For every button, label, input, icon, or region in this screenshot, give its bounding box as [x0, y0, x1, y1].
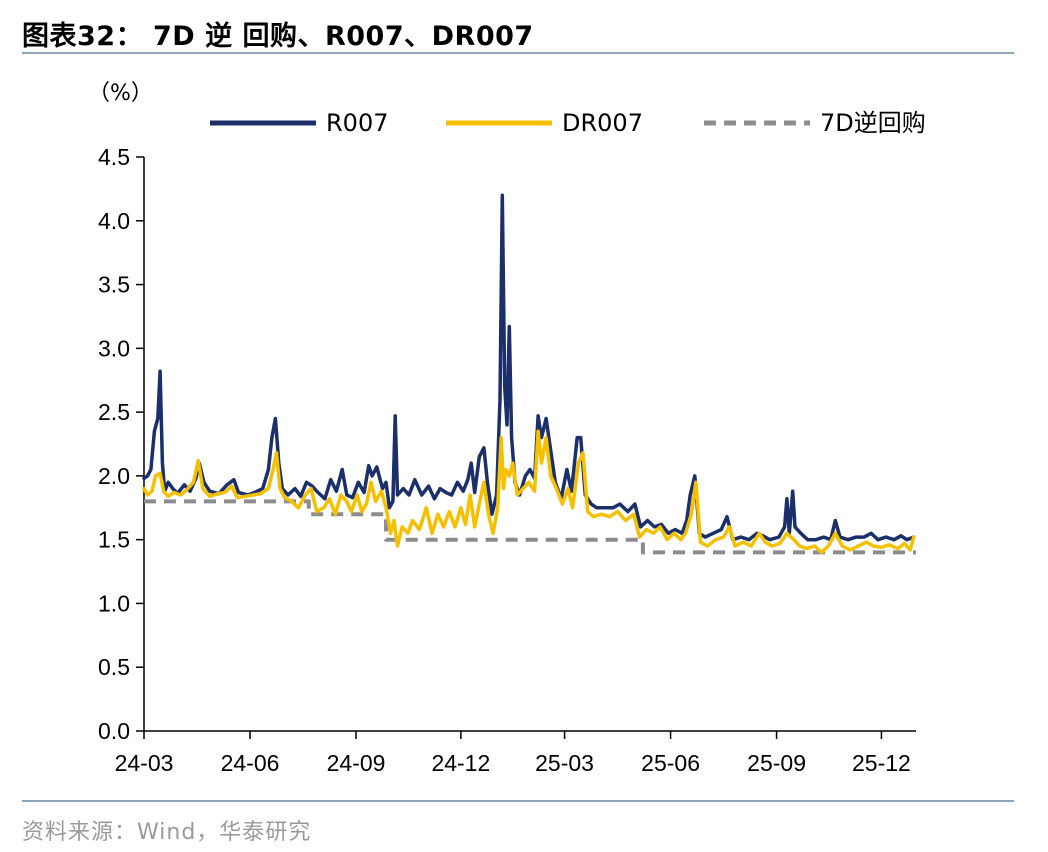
- source-note: 资料来源：Wind，华泰研究: [22, 820, 312, 845]
- title-rule: [22, 52, 1014, 54]
- y-tick-label: 4.0: [98, 208, 130, 234]
- x-tick-label: 25-03: [535, 750, 594, 776]
- x-tick-label: 25-06: [641, 750, 700, 776]
- legend-label: DR007: [562, 109, 643, 137]
- y-tick-label: 4.5: [98, 144, 130, 170]
- series-layer: [142, 193, 916, 555]
- y-tick-label: 3.0: [98, 335, 130, 361]
- x-tick-label: 24-06: [221, 750, 280, 776]
- x-tick-label: 25-12: [852, 750, 911, 776]
- line-chart: R007 DR007 7D逆回购 （%） 0.0 0.5 1.0 1.5 2.0 2.5 3.0…: [88, 81, 926, 776]
- y-tick-label: 0.5: [98, 654, 130, 680]
- y-tick-label: 2.0: [98, 463, 130, 489]
- y-tick-label: 3.5: [98, 272, 130, 298]
- chart-legend: R007 DR007 7D逆回购: [210, 109, 926, 137]
- y-tick-label: 2.5: [98, 399, 130, 425]
- series-line-r007: [142, 193, 916, 542]
- legend-label: R007: [326, 109, 388, 137]
- source-rule: [22, 800, 1014, 802]
- x-tick-label: 24-12: [431, 750, 490, 776]
- y-tick-label: 1.5: [98, 527, 130, 553]
- x-tick-label: 24-03: [115, 750, 174, 776]
- figure-title: 图表32： 7D 逆 回购、R007、DR007: [22, 21, 534, 52]
- legend-label: 7D逆回购: [820, 109, 926, 137]
- x-tick-label: 24-09: [327, 750, 386, 776]
- x-tick-label: 25-09: [747, 750, 806, 776]
- series-line-7d-reverse-repo: [144, 499, 916, 555]
- chart-axes: 0.0 0.5 1.0 1.5 2.0 2.5 3.0 3.5 4.0 4.5 24-03 24-06…: [98, 144, 916, 776]
- y-tick-label: 1.0: [98, 590, 130, 616]
- y-axis-unit-label: （%）: [88, 81, 153, 106]
- series-line-dr007: [142, 429, 916, 555]
- y-tick-label: 0.0: [98, 718, 130, 744]
